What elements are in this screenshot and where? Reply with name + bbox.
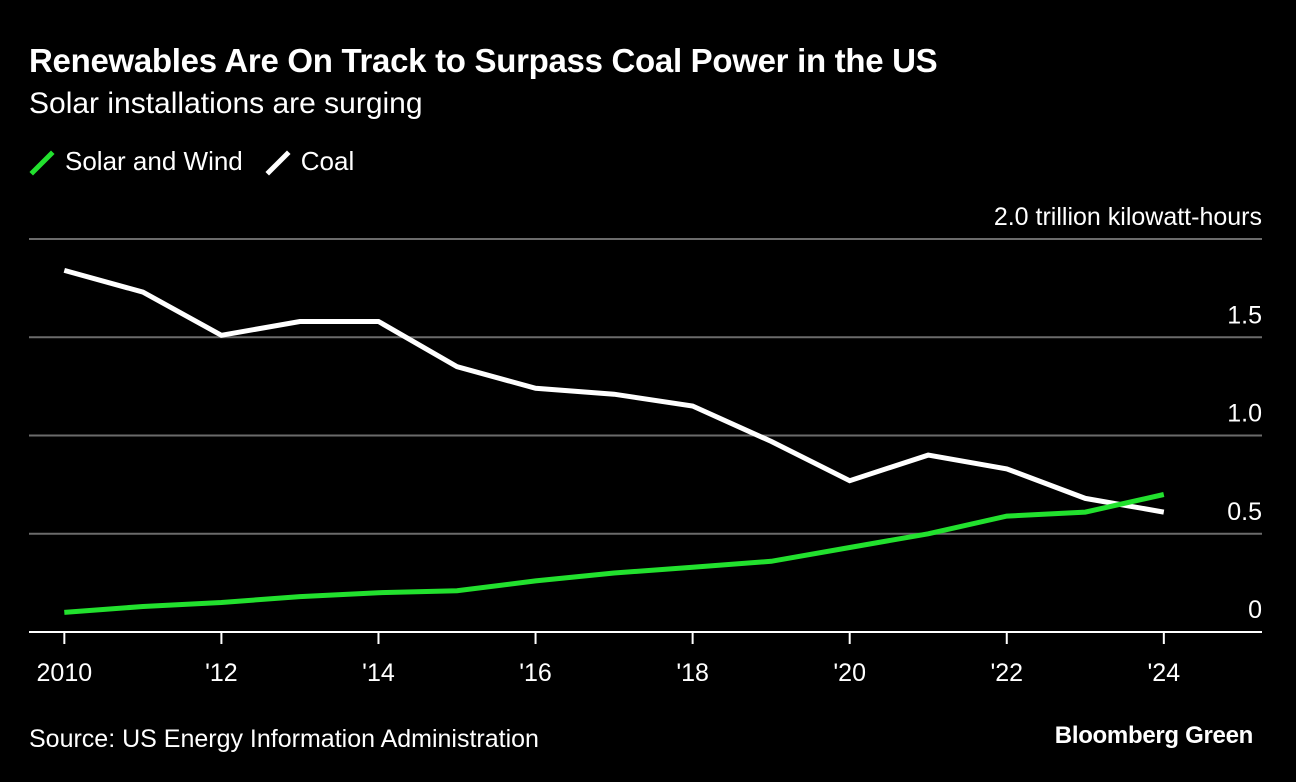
chart-subtitle: Solar installations are surging	[29, 87, 423, 120]
series-line-coal	[63, 267, 1165, 515]
series-line-solar-wind	[64, 492, 1165, 615]
legend-item-coal: Coal	[265, 146, 354, 177]
x-tick-label-4: '18	[676, 659, 709, 687]
y-tick-label-1: 1.5	[1227, 301, 1262, 329]
x-axis: 2010 '12 '14 '16 '18 '20 '22 '24	[29, 631, 1262, 687]
legend-label-coal: Coal	[300, 146, 355, 176]
x-tick-label-7: '24	[1148, 659, 1181, 687]
legend-label-solar-wind: Solar and Wind	[65, 146, 243, 176]
x-tick-label-1: '12	[205, 659, 238, 687]
x-tick-label-6: '22	[990, 659, 1023, 687]
y-tick-label-0: 2.0 trillion kilowatt-hours	[994, 203, 1262, 231]
y-axis-labels: 2.0 trillion kilowatt-hours 1.5 1.0 0.5 0	[994, 203, 1262, 624]
y-tick-label-4: 0	[1248, 596, 1262, 624]
legend-item-solar-wind: Solar and Wind	[29, 146, 243, 177]
x-tick-label-2: '14	[362, 659, 395, 687]
legend-swatch-coal	[265, 149, 291, 176]
series-layer	[63, 267, 1165, 615]
source-note: Source: US Energy Information Administra…	[29, 725, 539, 753]
legend: Solar and Wind Coal	[29, 146, 376, 177]
y-tick-label-3: 0.5	[1227, 498, 1262, 526]
x-tick-label-0: 2010	[37, 659, 93, 687]
grid-layer	[29, 238, 1262, 535]
brand-logo: Bloomberg Green	[1054, 722, 1254, 749]
legend-swatch-solar-wind	[29, 149, 55, 176]
y-tick-label-2: 1.0	[1227, 400, 1262, 428]
chart-title: Renewables Are On Track to Surpass Coal …	[29, 42, 938, 79]
x-tick-label-5: '20	[833, 659, 866, 687]
x-tick-label-3: '16	[519, 659, 552, 687]
